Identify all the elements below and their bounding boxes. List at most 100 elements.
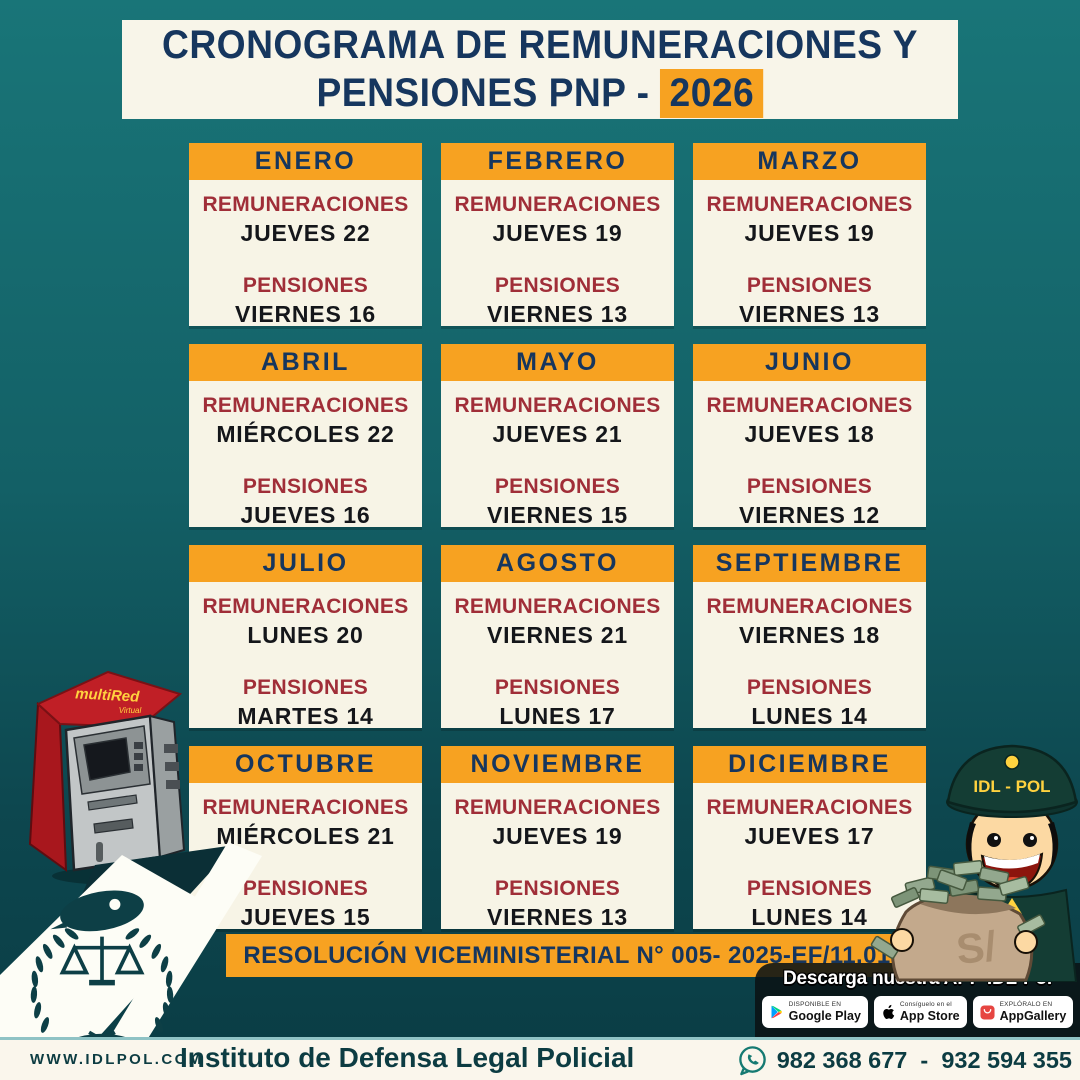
pensiones-label: PENSIONES xyxy=(494,475,621,498)
month-card-octubre: OCTUBRE REMUNERACIONES MIÉRCOLES 21 PENS… xyxy=(189,746,422,930)
remuneraciones-date: JUEVES 18 xyxy=(744,421,875,447)
google-play-badge[interactable]: DISPONIBLE EN Google Play xyxy=(761,996,868,1028)
month-card-agosto: AGOSTO REMUNERACIONES VIERNES 21 PENSION… xyxy=(441,545,674,729)
remuneraciones-date: JUEVES 19 xyxy=(492,220,623,246)
atm-brand-sub-text: Virtual xyxy=(119,706,142,715)
pensiones-label: PENSIONES xyxy=(494,274,621,297)
badge-store-name: AppGallery xyxy=(999,1009,1067,1023)
pensiones-label: PENSIONES xyxy=(746,475,873,498)
remuneraciones-label: REMUNERACIONES xyxy=(706,394,913,417)
remuneraciones-label: REMUNERACIONES xyxy=(202,595,409,618)
badge-store-name: App Store xyxy=(899,1009,960,1023)
page-title: CRONOGRAMA DE REMUNERACIONES Y PENSIONES… xyxy=(151,22,928,118)
pensiones-label: PENSIONES xyxy=(494,877,621,900)
pensiones-label: PENSIONES xyxy=(746,877,873,900)
remuneraciones-label: REMUNERACIONES xyxy=(202,394,409,417)
remuneraciones-date: JUEVES 19 xyxy=(744,220,875,246)
month-title: OCTUBRE xyxy=(189,746,422,783)
pensiones-date: JUEVES 16 xyxy=(240,502,371,528)
month-card-noviembre: NOVIEMBRE REMUNERACIONES JUEVES 19 PENSI… xyxy=(441,746,674,930)
remuneraciones-label: REMUNERACIONES xyxy=(202,796,409,819)
pensiones-label: PENSIONES xyxy=(242,475,369,498)
header-panel: CRONOGRAMA DE REMUNERACIONES Y PENSIONES… xyxy=(122,20,958,119)
pensiones-label: PENSIONES xyxy=(746,676,873,699)
remuneraciones-date: VIERNES 21 xyxy=(487,622,628,648)
pensiones-date: VIERNES 16 xyxy=(235,301,376,327)
month-title: MARZO xyxy=(693,143,926,180)
badge-top-label: DISPONIBLE EN xyxy=(788,1000,842,1008)
pensiones-date: VIERNES 13 xyxy=(739,301,880,327)
remuneraciones-label: REMUNERACIONES xyxy=(454,193,661,216)
atm-illustration: multiRed Virtual xyxy=(28,670,188,885)
footer-bar: WWW.IDLPOL.COM Instituto de Defensa Lega… xyxy=(0,1037,1080,1080)
month-title: SEPTIEMBRE xyxy=(693,545,926,582)
remuneraciones-label: REMUNERACIONES xyxy=(202,193,409,216)
contact-phones[interactable]: 982 368 677 - 932 594 355 xyxy=(736,1044,1072,1077)
remuneraciones-date: JUEVES 22 xyxy=(240,220,371,246)
remuneraciones-date: VIERNES 18 xyxy=(739,622,880,648)
month-title: MAYO xyxy=(441,344,674,381)
month-title: JULIO xyxy=(189,545,422,582)
pensiones-label: PENSIONES xyxy=(494,676,621,699)
month-card-enero: ENERO REMUNERACIONES JUEVES 22 PENSIONES… xyxy=(189,143,422,327)
remuneraciones-label: REMUNERACIONES xyxy=(454,595,661,618)
pensiones-date: MARTES 14 xyxy=(237,703,374,729)
pensiones-date: LUNES 17 xyxy=(499,703,616,729)
pensiones-label: PENSIONES xyxy=(242,877,369,900)
money-pile xyxy=(870,860,1046,959)
pensiones-date: VIERNES 13 xyxy=(487,904,628,930)
pensiones-date: VIERNES 12 xyxy=(739,502,880,528)
month-title: JUNIO xyxy=(693,344,926,381)
month-card-julio: JULIO REMUNERACIONES LUNES 20 PENSIONES … xyxy=(189,545,422,729)
title-line2: PENSIONES PNP - xyxy=(316,70,661,115)
pensiones-date: VIERNES 13 xyxy=(487,301,628,327)
police-mascot: IDL - POL S/ xyxy=(870,744,1078,982)
pensiones-date: LUNES 14 xyxy=(751,904,868,930)
store-badges: DISPONIBLE EN Google Play Consíguelo en … xyxy=(761,996,1074,1028)
phone-numbers: 982 368 677 - 932 594 355 xyxy=(776,1047,1072,1073)
appgallery-badge[interactable]: EXPLÓRALO EN AppGallery xyxy=(972,996,1074,1028)
organization-name: Instituto de Defensa Legal Policial xyxy=(180,1042,635,1073)
remuneraciones-date: JUEVES 19 xyxy=(492,823,623,849)
months-grid: ENERO REMUNERACIONES JUEVES 22 PENSIONES… xyxy=(189,143,926,930)
app-store-badge[interactable]: Consíguelo en el App Store xyxy=(873,996,967,1028)
pensiones-date: JUEVES 15 xyxy=(240,904,371,930)
month-title: DICIEMBRE xyxy=(693,746,926,783)
title-line1: CRONOGRAMA DE REMUNERACIONES Y xyxy=(162,22,918,67)
remuneraciones-date: LUNES 20 xyxy=(247,622,364,648)
badge-top-label: Consíguelo en el xyxy=(899,1000,952,1008)
remuneraciones-date: MIÉRCOLES 21 xyxy=(216,823,395,849)
year-badge: 2026 xyxy=(660,68,764,118)
month-card-febrero: FEBRERO REMUNERACIONES JUEVES 19 PENSION… xyxy=(441,143,674,327)
pensiones-date: LUNES 14 xyxy=(751,703,868,729)
badge-top-label: EXPLÓRALO EN xyxy=(999,1000,1053,1008)
remuneraciones-date: MIÉRCOLES 22 xyxy=(216,421,395,447)
whatsapp-icon xyxy=(738,1046,766,1076)
pensiones-label: PENSIONES xyxy=(242,676,369,699)
google-play-icon xyxy=(771,1005,782,1019)
month-card-marzo: MARZO REMUNERACIONES JUEVES 19 PENSIONES… xyxy=(693,143,926,327)
appgallery-icon xyxy=(980,1004,995,1020)
month-title: NOVIEMBRE xyxy=(441,746,674,783)
month-card-diciembre: DICIEMBRE REMUNERACIONES JUEVES 17 PENSI… xyxy=(693,746,926,930)
remuneraciones-label: REMUNERACIONES xyxy=(706,193,913,216)
remuneraciones-label: REMUNERACIONES xyxy=(454,394,661,417)
month-title: ENERO xyxy=(189,143,422,180)
remuneraciones-date: JUEVES 17 xyxy=(744,823,875,849)
website-link[interactable]: WWW.IDLPOL.COM xyxy=(30,1051,204,1068)
pensiones-label: PENSIONES xyxy=(746,274,873,297)
month-card-junio: JUNIO REMUNERACIONES JUEVES 18 PENSIONES… xyxy=(693,344,926,528)
pensiones-date: VIERNES 15 xyxy=(487,502,628,528)
month-card-septiembre: SEPTIEMBRE REMUNERACIONES VIERNES 18 PEN… xyxy=(693,545,926,729)
remuneraciones-label: REMUNERACIONES xyxy=(454,796,661,819)
remuneraciones-label: REMUNERACIONES xyxy=(706,796,913,819)
money-bag-text: S/ xyxy=(954,922,999,973)
pensiones-label: PENSIONES xyxy=(242,274,369,297)
month-title: AGOSTO xyxy=(441,545,674,582)
police-cap-text: IDL - POL xyxy=(973,777,1050,796)
remuneraciones-date: JUEVES 21 xyxy=(492,421,623,447)
month-card-mayo: MAYO REMUNERACIONES JUEVES 21 PENSIONES … xyxy=(441,344,674,528)
month-title: FEBRERO xyxy=(441,143,674,180)
badge-store-name: Google Play xyxy=(788,1009,861,1023)
